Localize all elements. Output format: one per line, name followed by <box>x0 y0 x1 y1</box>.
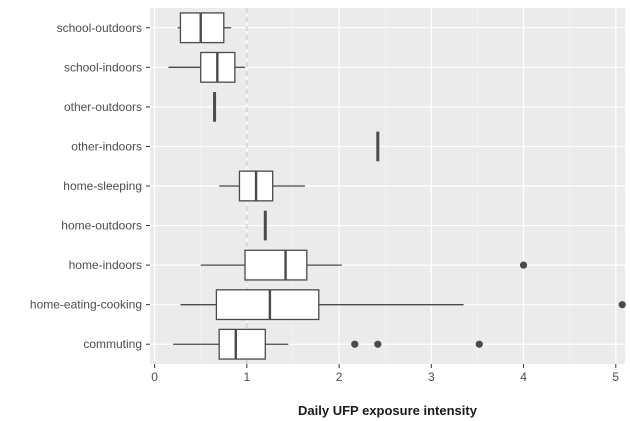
y-tick-label: school-indoors <box>64 60 142 74</box>
box-body <box>215 289 320 321</box>
box-home-eating-cooking <box>180 289 626 321</box>
box-body <box>179 12 225 44</box>
box-series <box>168 12 626 360</box>
grid-lines <box>150 8 625 364</box>
outlier-point <box>475 340 483 348</box>
y-tick-label: other-outdoors <box>64 100 142 114</box>
y-tick-label: home-sleeping <box>63 179 142 193</box>
box-commuting <box>173 328 483 360</box>
box-school-outdoors <box>177 12 232 44</box>
box-home-indoors <box>200 249 528 281</box>
y-axis-ticks: school-outdoors school-indoors other-outdo… <box>30 21 150 351</box>
x-tick-label: 4 <box>520 370 527 384</box>
x-tick-label: 2 <box>336 370 343 384</box>
x-tick-label: 3 <box>428 370 435 384</box>
outlier-point <box>519 261 528 269</box>
outlier-point <box>374 340 382 348</box>
y-tick-label: home-eating-cooking <box>30 298 142 312</box>
outlier-point <box>351 340 359 348</box>
y-tick-label: commuting <box>83 337 142 351</box>
y-tick-label: home-indoors <box>69 258 142 272</box>
x-tick-label: 1 <box>244 370 251 384</box>
x-axis-title: Daily UFP exposure intensity <box>298 403 478 418</box>
box-body <box>218 328 266 360</box>
x-tick-label: 0 <box>151 370 158 384</box>
box-home-sleeping <box>219 170 305 202</box>
x-axis-ticks: 0 1 2 3 4 5 <box>151 364 619 384</box>
box-body <box>244 249 308 281</box>
x-tick-label: 5 <box>612 370 619 384</box>
y-tick-label: other-indoors <box>71 139 142 153</box>
y-tick-label: home-outdoors <box>61 219 142 233</box>
y-tick-label: school-outdoors <box>57 21 142 35</box>
box-school-indoors <box>168 51 245 83</box>
outlier-point <box>618 301 626 309</box>
